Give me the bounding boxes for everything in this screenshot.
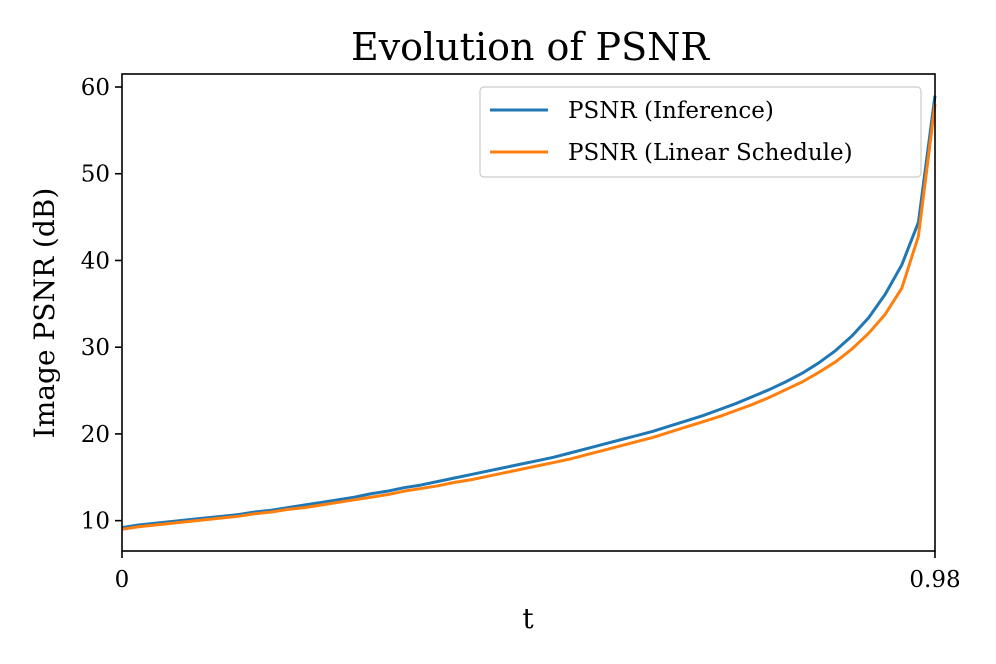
x-axis-ticks: 0 0.98 xyxy=(115,551,961,593)
y-tick-label-0: 10 xyxy=(81,509,110,535)
series-line-1 xyxy=(121,104,937,531)
y-tick-label-5: 60 xyxy=(81,75,110,101)
legend-label-linear-schedule: PSNR (Linear Schedule) xyxy=(568,140,853,166)
plot-frame xyxy=(121,73,936,552)
series-line-0 xyxy=(121,95,937,530)
legend-box xyxy=(479,86,922,178)
y-tick-label-4: 50 xyxy=(81,162,110,188)
y-axis-ticks: 10 20 30 40 50 60 xyxy=(81,75,122,535)
series-layer xyxy=(121,95,937,531)
legend: PSNR (Inference) PSNR (Linear Schedule) xyxy=(479,86,922,178)
x-tick-label-0: 0 xyxy=(115,567,130,593)
chart-title: Evolution of PSNR xyxy=(351,25,710,69)
y-axis-label: Image PSNR (dB) xyxy=(28,188,61,439)
x-axis-label: t xyxy=(522,602,534,635)
y-tick-label-2: 30 xyxy=(81,335,110,361)
legend-label-inference: PSNR (Inference) xyxy=(568,98,774,124)
x-tick-label-1: 0.98 xyxy=(909,567,960,593)
y-tick-label-3: 40 xyxy=(81,248,110,274)
y-tick-label-1: 20 xyxy=(81,422,110,448)
